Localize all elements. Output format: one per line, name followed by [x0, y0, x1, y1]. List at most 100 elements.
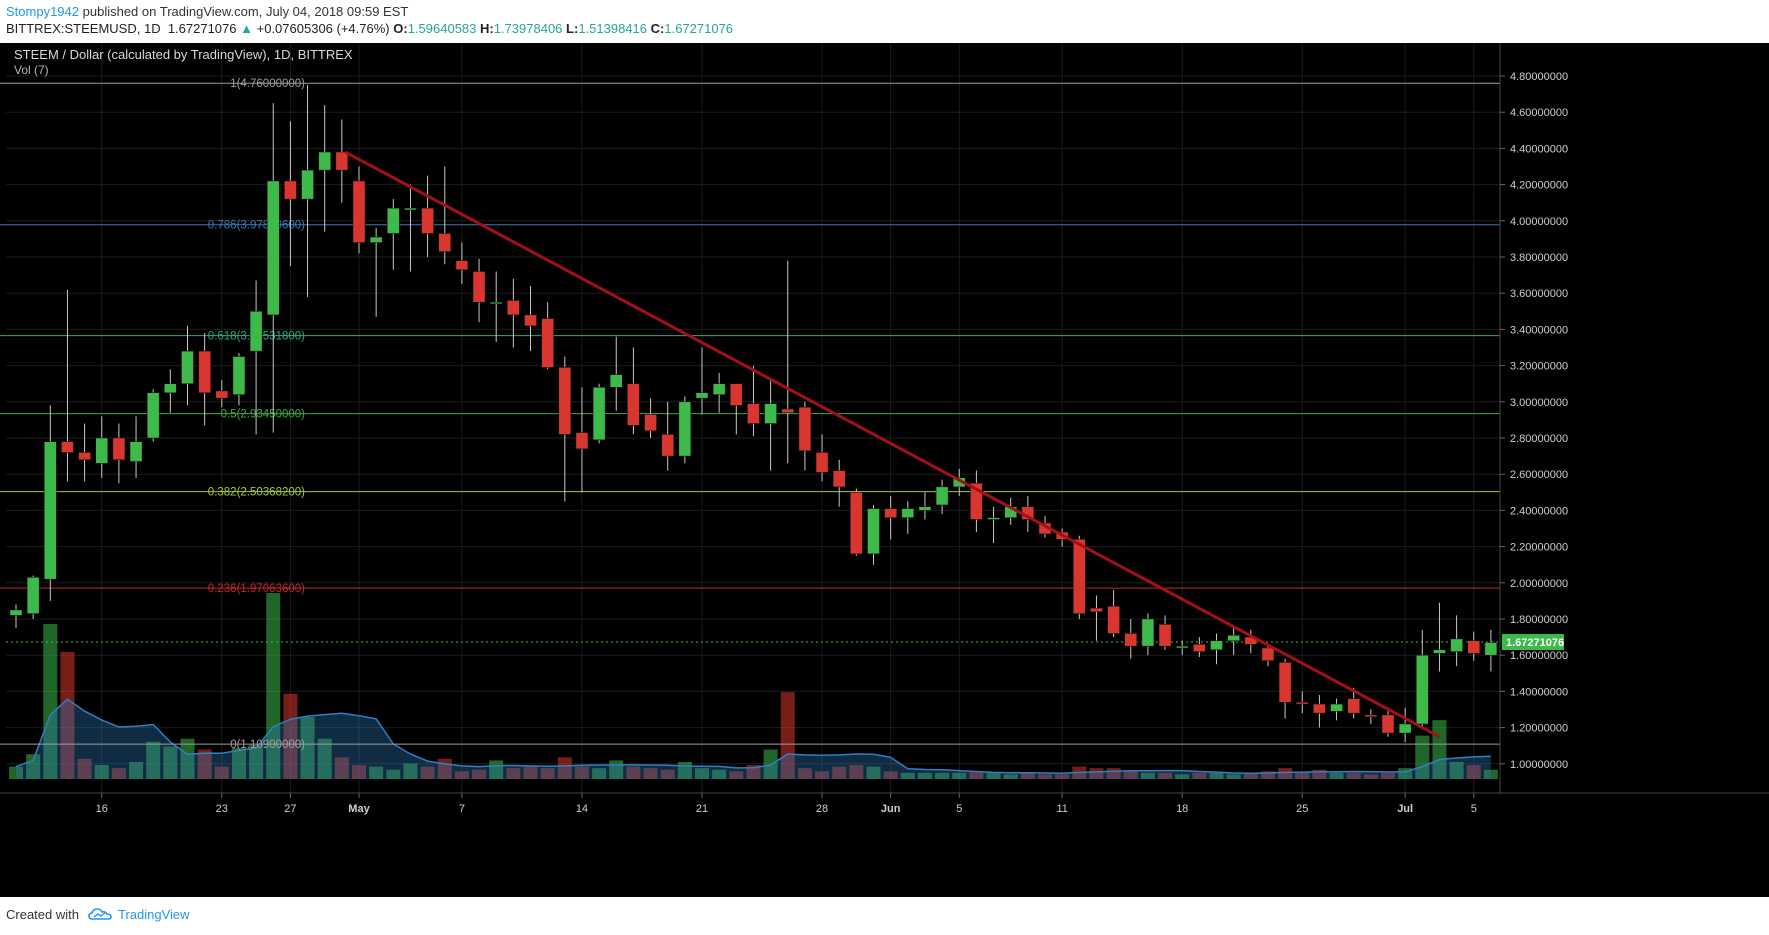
candle-body	[815, 452, 829, 473]
volume-bar	[334, 757, 349, 779]
volume-bar	[780, 692, 795, 779]
volume-bar	[849, 765, 864, 779]
candle-body	[712, 383, 726, 395]
volume-bar	[197, 749, 212, 779]
volume-bar	[574, 766, 589, 779]
trendlines[interactable]	[344, 150, 1441, 738]
fib-level-label: 0.786(3.97839600)	[208, 220, 305, 232]
y-tick-label: 4.40000000	[1510, 143, 1568, 155]
candle-body	[1364, 714, 1378, 717]
y-tick-label: 4.80000000	[1510, 71, 1568, 83]
change-arrow-icon: ▲	[240, 21, 253, 36]
volume-bar	[935, 772, 950, 779]
y-tick-label: 2.80000000	[1510, 433, 1568, 445]
candle-body	[798, 406, 812, 451]
trendline[interactable]	[344, 150, 1441, 738]
volume-bar	[420, 766, 435, 779]
footer: Created with TradingView	[0, 897, 1769, 935]
candle-body	[781, 408, 794, 413]
volume-ma-line	[15, 698, 1491, 774]
candle-body	[489, 302, 503, 304]
volume-bar	[163, 746, 178, 779]
created-with-text: Created with	[6, 907, 79, 922]
volume-bar	[1295, 772, 1310, 779]
volume-bar	[1278, 768, 1293, 779]
volume-bar	[1175, 774, 1190, 779]
candle-body	[1261, 647, 1275, 661]
candle-body	[1141, 618, 1155, 647]
volume-bar	[403, 763, 418, 779]
volume-bar	[969, 771, 984, 779]
volume-bar	[712, 769, 727, 779]
y-tick-label: 4.60000000	[1510, 107, 1568, 119]
volume-bar	[1038, 774, 1052, 779]
candle-body	[832, 470, 846, 488]
x-tick-label: 16	[96, 803, 108, 815]
volume-bar	[540, 768, 555, 779]
volume-bar	[866, 766, 881, 779]
candle-body	[524, 314, 537, 327]
change-text: +0.07605306 (+4.76%)	[256, 21, 390, 36]
candle-body	[695, 392, 709, 399]
candle-body	[78, 452, 91, 460]
x-tick-label: 25	[1296, 803, 1308, 815]
volume-bars	[9, 593, 1498, 779]
volume-ma	[15, 698, 1491, 779]
close-value: 1.67271076	[664, 21, 734, 36]
last-price-tag	[1502, 634, 1564, 651]
volume-bar	[1226, 774, 1241, 779]
volume-bar	[1123, 771, 1138, 779]
price-axis[interactable]: 4.80000000 4.60000000 4.40000000 4.20000000…	[1499, 43, 1568, 793]
chart-title: STEEM / Dollar (calculated by TradingVie…	[14, 47, 353, 62]
x-tick-label: 28	[816, 803, 828, 815]
volume-bar	[797, 768, 812, 779]
candle-body	[558, 367, 572, 435]
candle-body	[472, 271, 486, 303]
volume-bar	[369, 766, 384, 779]
last-price-tag-label: 1.67271076	[1506, 637, 1564, 649]
volume-bar	[900, 772, 915, 779]
candle-body	[421, 207, 434, 234]
volume-bar	[77, 758, 92, 779]
candle-body	[1450, 638, 1463, 652]
candle-body	[1158, 624, 1172, 647]
x-tick-label: 23	[216, 803, 228, 815]
volume-bar	[249, 744, 264, 779]
candle-body	[627, 383, 640, 426]
volume-bar	[1192, 772, 1207, 779]
volume-bar	[746, 765, 761, 779]
volume-bar	[952, 772, 967, 779]
time-axis[interactable]: 16 23 27 May 7 14 21 28 Jun 5 11 18 25 Jul 5	[0, 792, 1769, 815]
volume-bar	[94, 765, 109, 779]
volume-bar	[1398, 768, 1413, 779]
volume-bar	[283, 693, 298, 779]
y-tick-label: 2.00000000	[1510, 578, 1568, 590]
y-tick-label: 2.20000000	[1510, 542, 1568, 554]
y-tick-label: 2.60000000	[1510, 469, 1568, 481]
y-tick-label: 1.40000000	[1510, 686, 1568, 698]
x-tick-label: 5	[956, 803, 962, 815]
tradingview-link[interactable]: TradingView	[118, 907, 190, 922]
low-label: L:	[566, 21, 579, 36]
volume-bar	[1243, 772, 1258, 779]
candle-body	[438, 233, 451, 252]
candle-body	[215, 390, 229, 399]
fib-level-label: 0(1.10900000)	[230, 739, 305, 751]
candle-body	[661, 434, 674, 457]
volume-bar	[60, 651, 75, 779]
y-tick-label: 4.00000000	[1510, 216, 1568, 228]
candle-body	[1193, 644, 1206, 652]
volume-bar	[1140, 772, 1155, 779]
candle-body	[1210, 640, 1223, 651]
author-link[interactable]: Stompy1942	[6, 4, 79, 19]
close-label: C:	[650, 21, 665, 36]
volume-bar	[300, 717, 315, 779]
candle-body	[730, 383, 743, 406]
candle-body	[1296, 702, 1309, 705]
candle-body	[1433, 649, 1446, 654]
publish-line: Stompy1942 published on TradingView.com,…	[6, 4, 408, 19]
volume-bar	[1381, 772, 1395, 779]
price-chart[interactable]: 1(4.76000000)0.786(3.97839600)0.618(3.36…	[0, 43, 1769, 897]
candle-body	[181, 350, 194, 384]
volume-bar	[317, 738, 332, 779]
